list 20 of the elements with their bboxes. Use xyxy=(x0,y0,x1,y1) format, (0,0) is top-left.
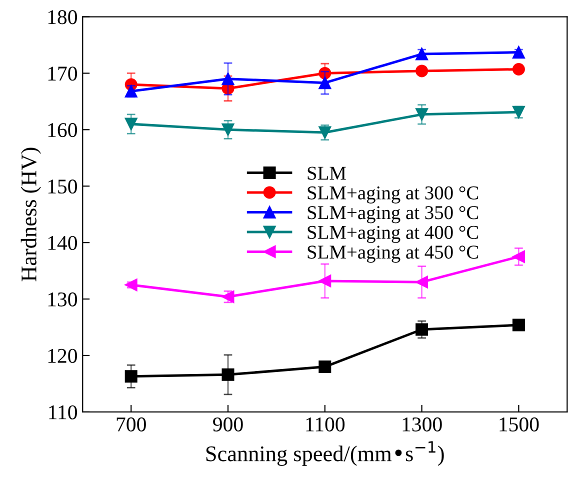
x-tick-label: 700 xyxy=(116,417,146,432)
x-tick-label: 1300 xyxy=(402,417,442,432)
y-tick-label: 180 xyxy=(48,10,77,24)
y-tick-label: 120 xyxy=(48,348,77,363)
x-tick-label: 1500 xyxy=(500,417,539,432)
y-tick-label: 160 xyxy=(48,123,77,138)
legend-label: SLM+aging at 300 °C xyxy=(308,186,478,204)
x-tick-label: 1100 xyxy=(306,417,345,432)
x-axis-title: Scanning speed/(mm•s$^{−1}$) xyxy=(206,441,444,466)
x-tick-label: 900 xyxy=(213,417,243,432)
legend-label: SLM xyxy=(308,166,346,180)
y-tick-label: 110 xyxy=(49,405,77,420)
y-axis-title: Hardness (HV) xyxy=(20,148,41,282)
y-tick-label: 170 xyxy=(48,66,77,81)
legend-label: SLM+aging at 400 °C xyxy=(308,226,478,243)
y-tick-label: 130 xyxy=(48,292,77,306)
y-tick-label: 140 xyxy=(48,236,77,250)
legend-label: SLM+aging at 450 °C xyxy=(308,246,478,263)
legend-label: SLM+aging at 350 °C xyxy=(308,206,478,224)
y-tick-label: 150 xyxy=(48,180,77,194)
